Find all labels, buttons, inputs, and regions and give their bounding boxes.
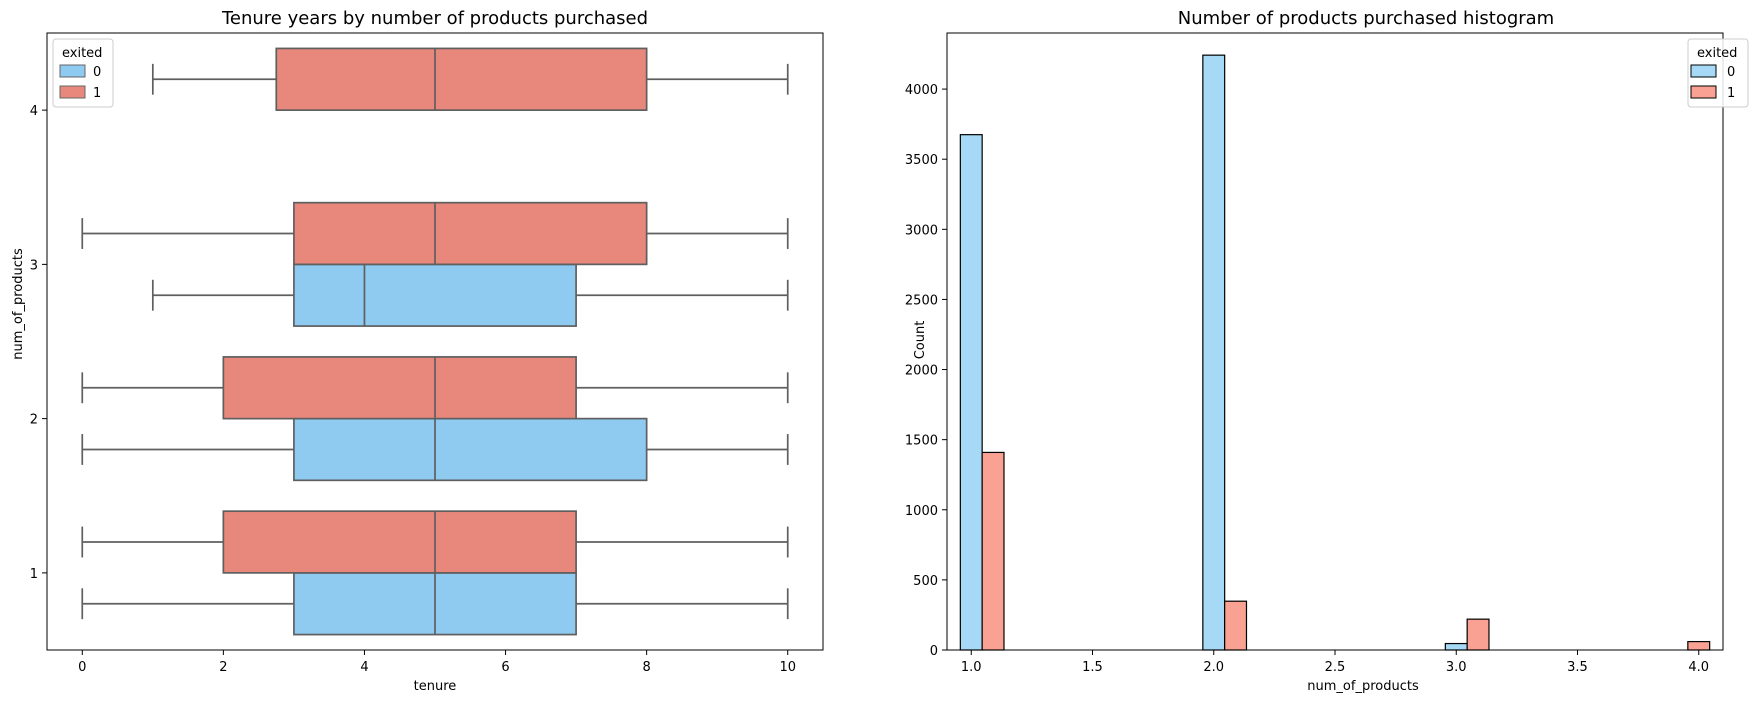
boxplot-marks bbox=[81, 47, 789, 636]
y-tick-label: 2 bbox=[30, 413, 38, 428]
legend-swatch bbox=[59, 64, 86, 78]
x-axis-label: tenure bbox=[414, 679, 457, 694]
y-tick-label: 2500 bbox=[905, 293, 938, 308]
y-axis-label: Count bbox=[913, 321, 928, 360]
histogram-bar bbox=[959, 134, 983, 651]
x-tick-label: 1.0 bbox=[961, 660, 982, 675]
histogram-bar bbox=[1202, 54, 1226, 651]
histogram-chart: Number of products purchased histogram n… bbox=[905, 8, 1749, 694]
x-axis-label: num_of_products bbox=[1307, 679, 1419, 694]
x-tick-label: 4 bbox=[360, 660, 368, 675]
legend-label: 0 bbox=[93, 65, 101, 80]
y-tick-label: 1500 bbox=[905, 434, 938, 449]
legend: exited 0 1 bbox=[52, 38, 114, 108]
boxplot-chart: Tenure years by number of products purch… bbox=[11, 8, 824, 694]
x-axis-ticks: 1.0 1.5 2.0 2.5 3.0 3.5 4.0 bbox=[961, 650, 1709, 675]
legend-swatch bbox=[59, 85, 86, 99]
histogram-bar bbox=[981, 451, 1005, 651]
box bbox=[222, 510, 577, 574]
x-tick-label: 4.0 bbox=[1688, 660, 1709, 675]
y-tick-label: 4 bbox=[30, 104, 38, 119]
legend-label: 0 bbox=[1727, 65, 1735, 80]
legend-title: exited bbox=[62, 46, 102, 61]
legend-label: 1 bbox=[1727, 86, 1735, 101]
histogram-marks bbox=[959, 54, 1711, 651]
y-tick-label: 2000 bbox=[905, 364, 938, 379]
chart-title: Tenure years by number of products purch… bbox=[221, 8, 648, 29]
plot-frame bbox=[46, 32, 824, 651]
y-tick-label: 3 bbox=[30, 258, 38, 273]
plot-frame bbox=[946, 32, 1724, 651]
histogram-bar bbox=[1224, 600, 1248, 651]
box bbox=[293, 417, 648, 482]
legend-swatch bbox=[1690, 85, 1717, 99]
y-tick-label: 3500 bbox=[905, 153, 938, 168]
x-tick-label: 6 bbox=[501, 660, 509, 675]
x-tick-label: 3.5 bbox=[1567, 660, 1588, 675]
x-tick-label: 0 bbox=[78, 660, 86, 675]
y-tick-label: 3000 bbox=[905, 223, 938, 238]
x-tick-label: 10 bbox=[779, 660, 796, 675]
x-tick-label: 1.5 bbox=[1082, 660, 1103, 675]
histogram-bar bbox=[1687, 640, 1711, 651]
histogram-bar bbox=[1466, 618, 1490, 651]
y-axis-label: num_of_products bbox=[11, 248, 26, 360]
y-axis-ticks: 4 3 2 1 bbox=[30, 104, 47, 582]
y-tick-label: 500 bbox=[913, 574, 938, 589]
y-tick-label: 1 bbox=[30, 567, 38, 582]
y-tick-label: 4000 bbox=[905, 83, 938, 98]
histogram-bar bbox=[1444, 642, 1468, 651]
box bbox=[275, 47, 648, 111]
x-tick-label: 8 bbox=[642, 660, 650, 675]
legend-label: 1 bbox=[93, 86, 101, 101]
legend-title: exited bbox=[1697, 46, 1737, 61]
x-tick-label: 2.5 bbox=[1325, 660, 1346, 675]
box bbox=[222, 356, 577, 420]
x-axis-ticks: 0 2 4 6 8 10 bbox=[78, 650, 796, 675]
y-tick-label: 1000 bbox=[905, 504, 938, 519]
y-axis-ticks: 0 500 1000 1500 2000 2500 3000 3500 4000 bbox=[905, 83, 947, 659]
box bbox=[293, 201, 648, 266]
legend: exited 0 1 bbox=[1687, 38, 1749, 108]
box bbox=[293, 263, 577, 327]
chart-title: Number of products purchased histogram bbox=[1178, 8, 1554, 29]
x-tick-label: 3.0 bbox=[1446, 660, 1467, 675]
y-tick-label: 0 bbox=[930, 644, 938, 659]
x-tick-label: 2 bbox=[219, 660, 227, 675]
legend-swatch bbox=[1690, 64, 1717, 78]
x-tick-label: 2.0 bbox=[1203, 660, 1224, 675]
